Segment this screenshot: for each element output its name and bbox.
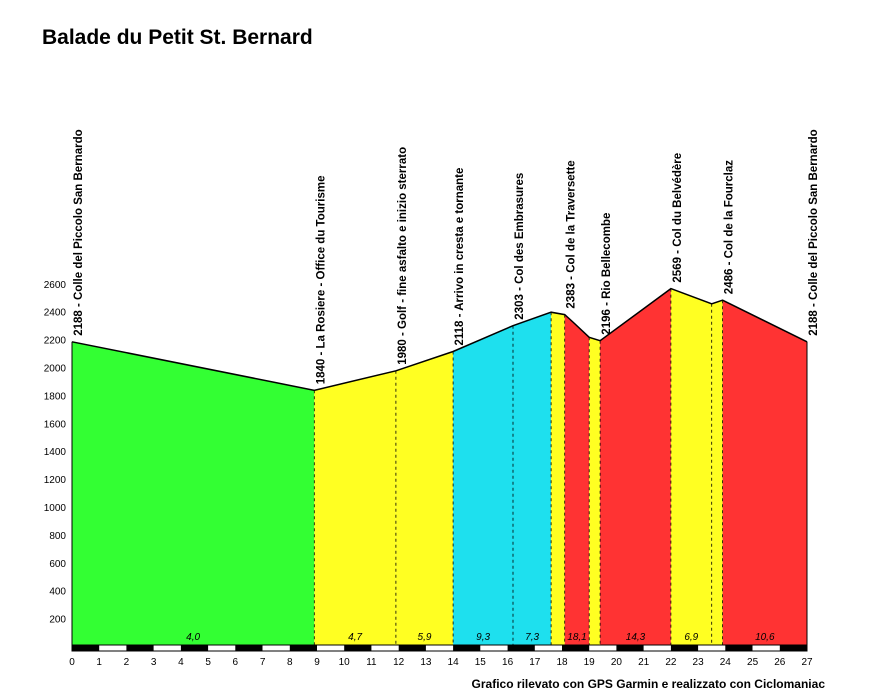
x-tick-label: 14 bbox=[448, 657, 460, 668]
segment-area-7 bbox=[589, 337, 601, 647]
distance-bar-block bbox=[453, 645, 481, 651]
x-tick-label: 0 bbox=[69, 657, 75, 668]
gradient-label: 9,3 bbox=[476, 632, 490, 643]
x-tick-label: 18 bbox=[556, 657, 568, 668]
segment-area-6 bbox=[564, 314, 590, 647]
y-tick-label: 1200 bbox=[44, 475, 67, 486]
gradients-layer: 4,0 4,7 5,9 9,3 7,3 18,1 14,3 6,9 10,6 bbox=[186, 632, 775, 643]
y-tick-label: 800 bbox=[49, 531, 66, 542]
x-tick-label: 15 bbox=[475, 657, 487, 668]
gradient-label: 14,3 bbox=[626, 632, 646, 643]
gradient-label: 7,3 bbox=[525, 632, 539, 643]
x-tick-label: 4 bbox=[178, 657, 184, 668]
distance-bar-block bbox=[779, 645, 807, 651]
x-tick-label: 5 bbox=[205, 657, 211, 668]
segment-area-2 bbox=[395, 351, 454, 647]
x-tick-label: 12 bbox=[393, 657, 405, 668]
x-tick-label: 2 bbox=[124, 657, 130, 668]
waypoint-label: 2188 - Colle del Piccolo San Bernardo bbox=[73, 129, 85, 335]
segments-layer bbox=[72, 288, 807, 647]
x-tick-label: 21 bbox=[638, 657, 650, 668]
x-tick-label: 19 bbox=[584, 657, 596, 668]
x-tick-label: 27 bbox=[801, 657, 813, 668]
segment-area-9 bbox=[670, 288, 712, 647]
waypoint-label: 2486 - Col de la Fourclaz bbox=[724, 160, 736, 294]
waypoint-label: 2303 - Col des Embrasures bbox=[514, 173, 526, 320]
waypoint-label: 1840 - La Rosiere - Office du Tourisme bbox=[315, 176, 327, 385]
y-tick-label: 200 bbox=[49, 615, 66, 626]
x-tick-label: 17 bbox=[529, 657, 541, 668]
distance-bar-block bbox=[507, 645, 535, 651]
waypoint-label: 2118 - Arrivo in cresta e tornante bbox=[454, 168, 466, 346]
distance-bar-block bbox=[344, 645, 372, 651]
waypoint-label: 2383 - Col de la Traversette bbox=[566, 160, 578, 308]
x-tick-label: 20 bbox=[611, 657, 623, 668]
x-tick-label: 7 bbox=[260, 657, 266, 668]
segment-area-5 bbox=[551, 312, 565, 647]
x-tick-label: 1 bbox=[96, 657, 102, 668]
x-tick-label: 9 bbox=[314, 657, 320, 668]
x-tick-label: 26 bbox=[774, 657, 786, 668]
segment-area-10 bbox=[711, 300, 723, 647]
y-tick-label: 1400 bbox=[44, 447, 67, 458]
x-tick-label: 24 bbox=[720, 657, 732, 668]
segment-area-0 bbox=[72, 341, 315, 647]
gradient-label: 10,6 bbox=[755, 632, 775, 643]
y-tick-label: 400 bbox=[49, 587, 66, 598]
waypoints-layer: 2188 - Colle del Piccolo San Bernardo 184… bbox=[73, 129, 820, 384]
segment-area-1 bbox=[314, 370, 396, 647]
gradient-label: 4,0 bbox=[186, 632, 200, 643]
profile-line bbox=[71, 287, 808, 392]
waypoint-label: 2196 - Rio Bellecombe bbox=[601, 213, 613, 335]
distance-bar-block bbox=[289, 645, 317, 651]
distance-bar-block bbox=[126, 645, 154, 651]
distance-bar-block bbox=[235, 645, 263, 651]
x-tick-label: 8 bbox=[287, 657, 293, 668]
y-tick-label: 1600 bbox=[44, 419, 67, 430]
gradient-label: 5,9 bbox=[418, 632, 432, 643]
segment-area-4 bbox=[513, 312, 552, 647]
x-tick-label: 3 bbox=[151, 657, 157, 668]
segment-area-11 bbox=[722, 300, 807, 647]
y-tick-label: 2600 bbox=[44, 280, 67, 291]
distance-bar-block bbox=[670, 645, 699, 651]
distance-bar-block bbox=[180, 645, 209, 651]
chart-credit: Grafico rilevato con GPS Garmin e realiz… bbox=[472, 677, 826, 691]
x-tick-label: 6 bbox=[233, 657, 239, 668]
x-tick-label: 13 bbox=[420, 657, 432, 668]
y-tick-label: 1800 bbox=[44, 391, 67, 402]
y-tick-label: 2200 bbox=[44, 336, 67, 347]
x-tick-label: 11 bbox=[366, 657, 377, 668]
chart-title: Balade du Petit St. Bernard bbox=[42, 26, 313, 49]
distance-bar-block bbox=[398, 645, 426, 651]
segment-area-3 bbox=[453, 325, 513, 647]
distance-bar-block bbox=[72, 645, 100, 651]
y-tick-label: 2400 bbox=[44, 308, 67, 319]
waypoint-label: 1980 - Golf - fine asfalto e inizio ster… bbox=[397, 147, 409, 365]
axes-layer: 2004006008001000120014001600180020002200… bbox=[44, 280, 813, 668]
distance-bar-block bbox=[562, 645, 590, 651]
x-tick-label: 16 bbox=[502, 657, 514, 668]
y-tick-label: 1000 bbox=[44, 503, 67, 514]
x-tick-label: 25 bbox=[747, 657, 759, 668]
distance-bar-block bbox=[616, 645, 644, 651]
segment-area-8 bbox=[600, 288, 671, 647]
waypoint-label: 2188 - Colle del Piccolo San Bernardo bbox=[808, 129, 820, 335]
x-tick-label: 22 bbox=[665, 657, 677, 668]
waypoint-label: 2569 - Col du Belvédère bbox=[672, 153, 684, 283]
y-tick-label: 600 bbox=[49, 559, 66, 570]
gradient-label: 4,7 bbox=[348, 632, 362, 643]
distance-bar-block bbox=[725, 645, 753, 651]
x-tick-label: 23 bbox=[693, 657, 705, 668]
x-tick-label: 10 bbox=[339, 657, 351, 668]
gradient-label: 18,1 bbox=[567, 632, 586, 643]
y-tick-label: 2000 bbox=[44, 364, 67, 375]
gradient-label: 6,9 bbox=[684, 632, 698, 643]
dividers-layer bbox=[71, 288, 808, 647]
